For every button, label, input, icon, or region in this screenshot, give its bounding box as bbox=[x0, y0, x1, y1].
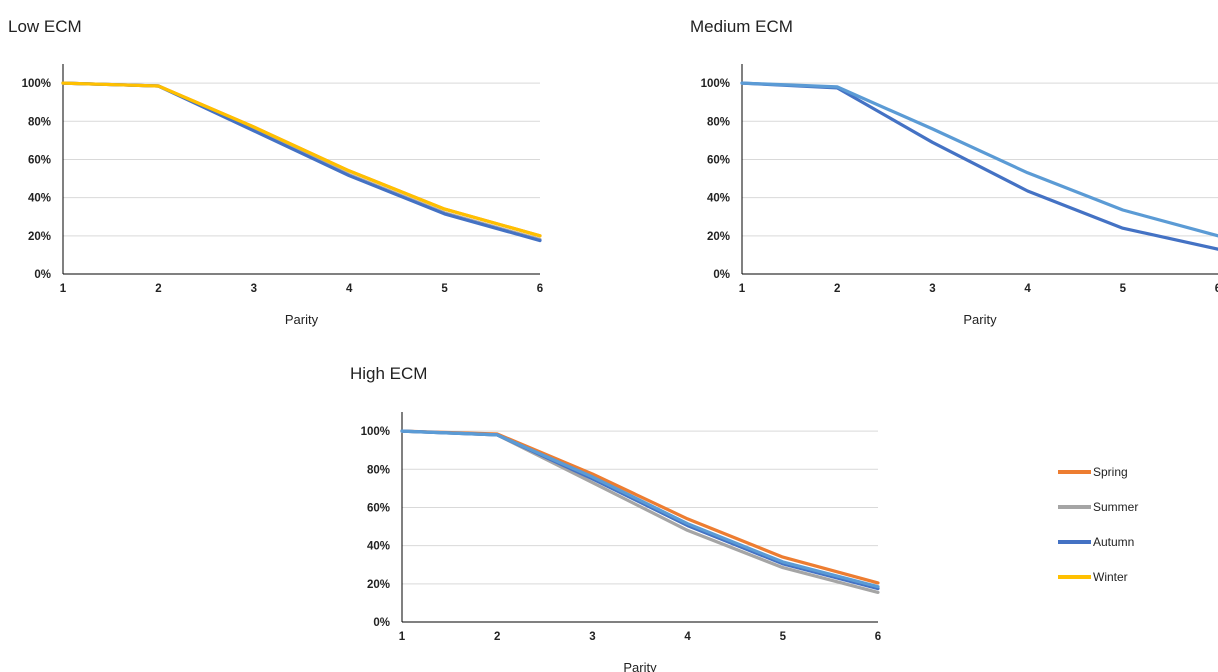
y-tick-label: 60% bbox=[367, 502, 390, 514]
x-tick-label: 3 bbox=[251, 283, 257, 295]
legend-label-spring: Spring bbox=[1093, 465, 1128, 479]
x-tick-label: 3 bbox=[589, 631, 595, 643]
chart-title: High ECM bbox=[350, 364, 427, 383]
chart-medium-ecm: Medium ECM 0% 20% 40% 60% 80% 100% 1 2 3 4 5 6 Parity bbox=[690, 17, 1218, 327]
series-line-winter bbox=[61, 81, 542, 238]
y-tick-label: 0% bbox=[713, 269, 730, 281]
y-tick-label: 40% bbox=[28, 193, 51, 205]
x-tick-label: 2 bbox=[494, 631, 500, 643]
y-tick-label: 20% bbox=[28, 231, 51, 243]
x-axis-label: Parity bbox=[285, 312, 319, 327]
y-tick-label: 0% bbox=[34, 269, 51, 281]
y-tick-label: 100% bbox=[701, 78, 730, 90]
x-tick-label: 5 bbox=[441, 283, 448, 295]
legend-label-autumn: Autumn bbox=[1093, 535, 1134, 549]
x-tick-label: 1 bbox=[739, 283, 746, 295]
y-tick-label: 60% bbox=[28, 154, 51, 166]
chart-high-ecm: High ECM 0% 20% 40% 60% 80% 100% 1 2 3 4 5 6 Parity bbox=[350, 364, 881, 672]
series-line-winter bbox=[400, 429, 880, 589]
x-tick-label: 2 bbox=[155, 283, 161, 295]
y-tick-label: 80% bbox=[707, 116, 730, 128]
y-tick-label: 100% bbox=[22, 78, 51, 90]
x-axis-label: Parity bbox=[623, 660, 657, 672]
legend-label-winter: Winter bbox=[1093, 570, 1128, 584]
y-tick-label: 40% bbox=[707, 193, 730, 205]
x-tick-label: 6 bbox=[875, 631, 881, 643]
x-tick-label: 5 bbox=[780, 631, 787, 643]
y-tick-label: 20% bbox=[707, 231, 730, 243]
x-tick-label: 1 bbox=[60, 283, 67, 295]
y-tick-label: 80% bbox=[367, 464, 390, 476]
chart-low-ecm: Low ECM 0% 20% 40% 60% 80% 100% 1 2 3 4 5 6 Parity bbox=[8, 17, 543, 327]
x-tick-label: 5 bbox=[1120, 283, 1127, 295]
x-tick-label: 1 bbox=[399, 631, 406, 643]
y-tick-label: 100% bbox=[361, 426, 390, 438]
series-line-winter bbox=[740, 81, 1218, 238]
y-tick-label: 60% bbox=[707, 154, 730, 166]
x-tick-label: 6 bbox=[1215, 283, 1218, 295]
y-tick-label: 0% bbox=[373, 617, 390, 629]
x-tick-label: 3 bbox=[929, 283, 935, 295]
chart-title: Medium ECM bbox=[690, 17, 793, 36]
series-line-autumn bbox=[740, 81, 1218, 251]
x-tick-label: 4 bbox=[684, 631, 691, 643]
y-tick-label: 80% bbox=[28, 116, 51, 128]
legend: Spring Summer Autumn Winter bbox=[1058, 465, 1138, 584]
x-tick-label: 2 bbox=[834, 283, 840, 295]
y-tick-label: 20% bbox=[367, 579, 390, 591]
chart-title: Low ECM bbox=[8, 17, 82, 36]
x-tick-label: 4 bbox=[346, 283, 353, 295]
x-axis-label: Parity bbox=[963, 312, 997, 327]
x-tick-label: 4 bbox=[1024, 283, 1031, 295]
x-tick-label: 6 bbox=[537, 283, 543, 295]
legend-label-summer: Summer bbox=[1093, 500, 1138, 514]
y-tick-label: 40% bbox=[367, 541, 390, 553]
